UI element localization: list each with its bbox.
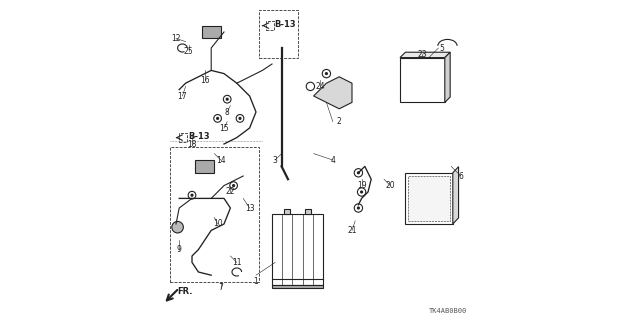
Text: 22: 22: [226, 188, 235, 196]
Text: TK4AB0B00: TK4AB0B00: [429, 308, 467, 314]
Text: 23: 23: [417, 50, 428, 59]
Circle shape: [172, 221, 184, 233]
Text: FR.: FR.: [178, 287, 193, 296]
Text: 5: 5: [439, 44, 444, 52]
Bar: [272, 214, 323, 285]
Bar: [284, 209, 291, 214]
Text: 19: 19: [356, 181, 367, 190]
Bar: [305, 209, 311, 214]
Text: 7: 7: [218, 284, 223, 292]
Text: 17: 17: [177, 92, 188, 100]
Circle shape: [191, 194, 193, 197]
Bar: [195, 160, 214, 173]
Text: 1: 1: [253, 277, 259, 286]
Text: 11: 11: [232, 258, 241, 267]
Text: B-13: B-13: [188, 132, 210, 140]
Text: 6: 6: [458, 172, 463, 180]
Text: 15: 15: [219, 124, 229, 132]
Bar: [259, 10, 298, 58]
Bar: [202, 26, 221, 38]
Text: 4: 4: [330, 156, 335, 164]
Bar: [272, 285, 323, 288]
Circle shape: [216, 117, 219, 120]
Text: 3: 3: [273, 156, 278, 164]
Circle shape: [232, 184, 236, 187]
Text: 20: 20: [385, 181, 396, 190]
Circle shape: [226, 98, 229, 101]
Bar: [170, 147, 259, 282]
Text: 24: 24: [315, 82, 325, 91]
Text: 14: 14: [216, 156, 226, 164]
Text: 13: 13: [244, 204, 255, 212]
Polygon shape: [445, 52, 450, 102]
Text: 2: 2: [337, 117, 342, 126]
Polygon shape: [453, 167, 458, 224]
Circle shape: [239, 117, 242, 120]
Circle shape: [357, 206, 360, 210]
Bar: [179, 133, 187, 142]
Text: B-13: B-13: [275, 20, 296, 28]
Text: 16: 16: [200, 76, 210, 84]
Polygon shape: [400, 52, 450, 58]
Bar: [408, 176, 450, 221]
Bar: [266, 21, 274, 30]
Text: 25: 25: [184, 47, 194, 56]
Circle shape: [360, 190, 364, 194]
Text: 9: 9: [177, 245, 182, 254]
Circle shape: [324, 72, 328, 75]
Text: 12: 12: [172, 34, 180, 43]
Text: 8: 8: [225, 108, 230, 116]
Text: 21: 21: [348, 226, 356, 235]
Polygon shape: [314, 77, 352, 109]
Circle shape: [357, 171, 360, 174]
Text: 10: 10: [212, 220, 223, 228]
Text: 18: 18: [188, 140, 196, 148]
